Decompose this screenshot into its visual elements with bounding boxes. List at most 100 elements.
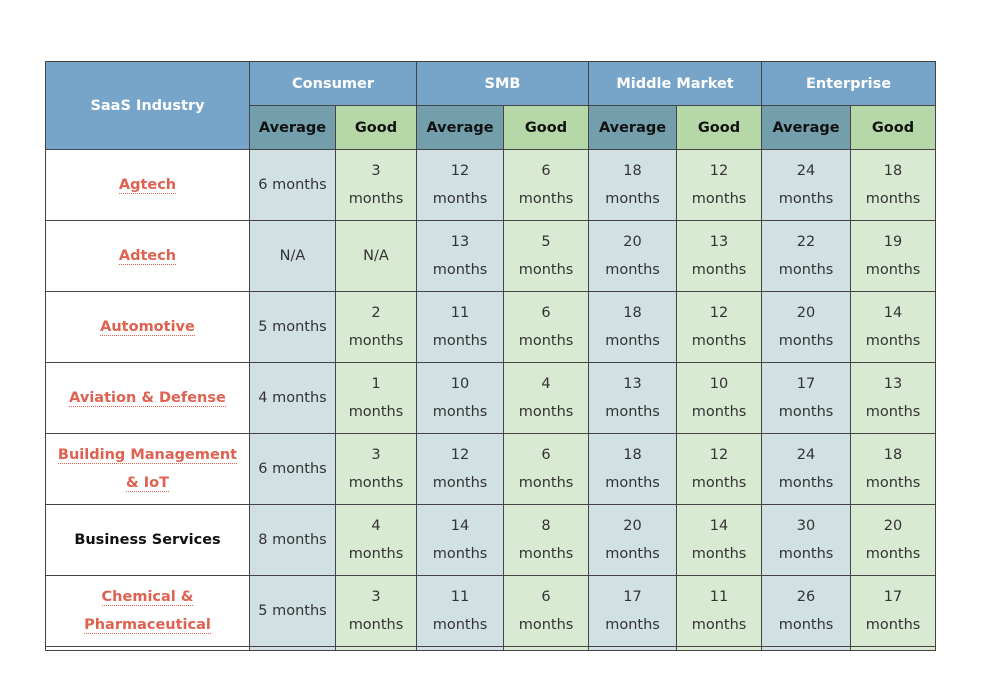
value-text: 12 months — [691, 305, 747, 349]
value-cell: 30 months — [761, 504, 852, 576]
group-header: Consumer — [248, 61, 418, 106]
value-text: 14 months — [865, 305, 921, 349]
subheader: Average — [249, 105, 336, 150]
value-text: 20 months — [865, 518, 921, 562]
value-cell: 11 months — [676, 575, 763, 647]
cut-cell — [416, 646, 505, 651]
value-text: 8 months — [258, 532, 327, 548]
value-text: 18 months — [605, 447, 660, 491]
value-cell: 6 months — [503, 575, 590, 647]
value-cell: 26 months — [761, 575, 852, 647]
value-text: 2 months — [348, 305, 404, 349]
value-text: 3 months — [348, 447, 404, 491]
industry-cell: Chemical & Pharmaceutical — [45, 575, 250, 647]
value-text: 10 months — [432, 376, 488, 420]
value-text: 13 months — [432, 234, 488, 278]
value-text: 6 months — [258, 177, 327, 193]
value-cell: 4 months — [249, 362, 336, 434]
industry-cell: Building Management & IoT — [45, 433, 250, 505]
value-text: N/A — [279, 248, 306, 264]
value-text: 11 months — [432, 589, 488, 633]
value-text: 11 months — [432, 305, 488, 349]
table-row: Business Services 8 months 4 months 14 mont… — [45, 504, 936, 576]
value-cell: 18 months — [588, 433, 678, 505]
value-cell: 13 months — [416, 220, 505, 292]
value-text: 12 months — [691, 163, 747, 207]
value-cell: 11 months — [416, 291, 505, 363]
industry-name[interactable]: Adtech — [118, 248, 177, 265]
value-cell: 8 months — [503, 504, 590, 576]
value-text: 4 months — [258, 390, 327, 406]
value-text: 20 months — [778, 305, 834, 349]
value-cell: N/A — [249, 220, 336, 292]
group-header: Middle Market — [588, 61, 763, 106]
industry-cell: Aviation & Defense — [45, 362, 250, 434]
value-text: 6 months — [518, 305, 574, 349]
value-cell: 3 months — [334, 433, 418, 505]
value-cell: 14 months — [850, 291, 936, 363]
value-text: 11 months — [691, 589, 747, 633]
cut-cell — [761, 646, 852, 651]
value-text: 22 months — [778, 234, 834, 278]
value-text: 3 months — [348, 589, 404, 633]
industry-name[interactable]: Chemical & Pharmaceutical — [84, 589, 211, 634]
value-cell: 14 months — [676, 504, 763, 576]
value-cell: 3 months — [334, 149, 418, 221]
value-cell: 5 months — [503, 220, 590, 292]
value-cell: 12 months — [416, 149, 505, 221]
value-text: 13 months — [605, 376, 660, 420]
value-cell: 6 months — [249, 149, 336, 221]
value-text: 18 months — [605, 305, 660, 349]
value-text: 12 months — [691, 447, 747, 491]
value-text: 14 months — [432, 518, 488, 562]
value-text: 6 months — [258, 461, 327, 477]
value-text: 18 months — [865, 447, 921, 491]
value-text: 5 months — [258, 319, 327, 335]
industry-name[interactable]: Building Management & IoT — [57, 447, 238, 492]
industry-name[interactable]: Aviation & Defense — [69, 390, 226, 407]
cut-row — [45, 646, 936, 651]
value-text: 24 months — [778, 447, 834, 491]
value-text: 4 months — [518, 376, 574, 420]
table-row: Building Management & IoT 6 months 3 month… — [45, 433, 936, 505]
cut-cell — [45, 646, 250, 651]
subheader: Good — [676, 105, 763, 150]
value-text: 4 months — [348, 518, 404, 562]
value-text: 5 months — [258, 603, 327, 619]
value-text: 18 months — [605, 163, 660, 207]
value-cell: 11 months — [416, 575, 505, 647]
value-text: 13 months — [691, 234, 747, 278]
value-text: 10 months — [691, 376, 747, 420]
industry-cell: Agtech — [45, 149, 250, 221]
table-row: Chemical & Pharmaceutical 5 months 3 month… — [45, 575, 936, 647]
value-text: 6 months — [518, 589, 574, 633]
value-text: 18 months — [865, 163, 921, 207]
value-text: 6 months — [518, 163, 574, 207]
value-cell: 12 months — [676, 149, 763, 221]
industry-cell: Business Services — [45, 504, 250, 576]
industry-name[interactable]: Agtech — [118, 177, 177, 194]
value-text: 1 months — [348, 376, 404, 420]
value-text: 5 months — [518, 234, 574, 278]
value-text: 14 months — [691, 518, 747, 562]
value-cell: 10 months — [416, 362, 505, 434]
table-row: Automotive 5 months 2 months 11 months 6 mon… — [45, 291, 936, 363]
table-head: SaaS Industry Consumer SMB Middle Market Ent… — [45, 61, 936, 150]
value-text: 17 months — [605, 589, 660, 633]
value-cell: 5 months — [249, 291, 336, 363]
industry-cell: Adtech — [45, 220, 250, 292]
value-cell: 5 months — [249, 575, 336, 647]
value-cell: N/A — [334, 220, 418, 292]
industry-name[interactable]: Automotive — [100, 319, 195, 336]
value-text: 17 months — [865, 589, 921, 633]
value-cell: 20 months — [761, 291, 852, 363]
cut-cell — [676, 646, 763, 651]
value-text: 26 months — [778, 589, 834, 633]
value-text: 17 months — [778, 376, 834, 420]
value-text: 12 months — [432, 163, 488, 207]
value-text: 20 months — [605, 234, 660, 278]
value-cell: 14 months — [416, 504, 505, 576]
cut-cell — [249, 646, 336, 651]
value-cell: 17 months — [850, 575, 936, 647]
subheader: Average — [416, 105, 505, 150]
